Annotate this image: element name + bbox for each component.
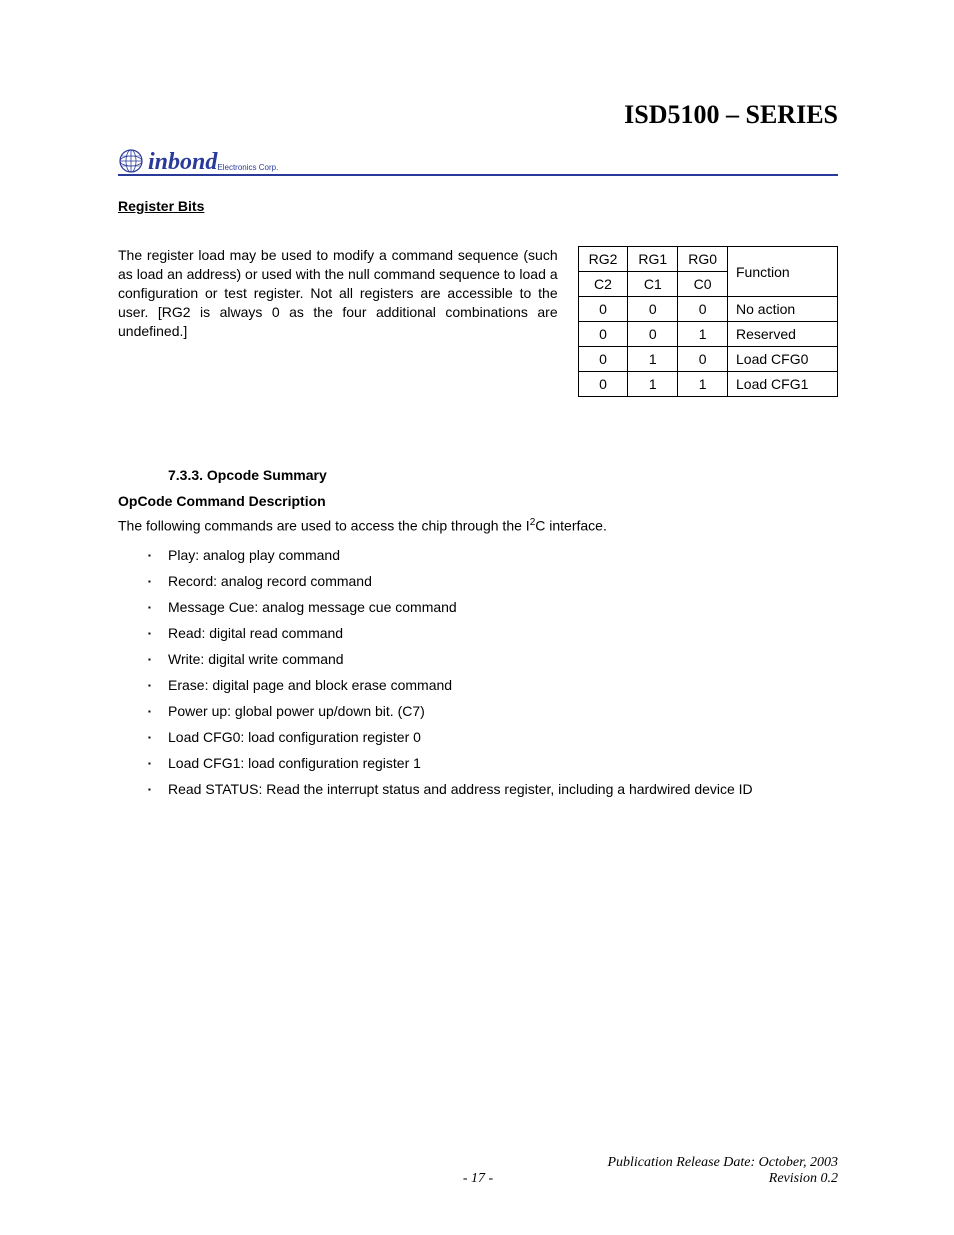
table-cell: No action [728, 297, 838, 322]
list-item: Read STATUS: Read the interrupt status a… [148, 782, 838, 796]
subsection-number: 7.3.3. Opcode Summary [168, 467, 838, 483]
table-cell: Load CFG0 [728, 347, 838, 372]
table-cell: 1 [628, 347, 678, 372]
table-cell: 0 [578, 322, 628, 347]
table-header-cell: C1 [628, 272, 678, 297]
list-item: Power up: global power up/down bit. (C7) [148, 704, 838, 718]
page-footer: Publication Release Date: October, 2003 … [118, 1155, 838, 1187]
table-header-cell: C2 [578, 272, 628, 297]
subsection-heading: OpCode Command Description [118, 493, 838, 509]
logo-text: inbond [148, 150, 217, 174]
logo-header: inbond Electronics Corp. [118, 148, 838, 176]
register-bits-content: The register load may be used to modify … [118, 246, 838, 397]
globe-icon [118, 148, 144, 174]
intro-text: The following commands are used to acces… [118, 517, 838, 534]
table-row: 0 0 1 Reserved [578, 322, 837, 347]
table-cell: 0 [578, 372, 628, 397]
table-header-row-1: RG2 RG1 RG0 Function [578, 247, 837, 272]
footer-publication-date: Publication Release Date: October, 2003 [118, 1155, 838, 1171]
table-header-cell: RG2 [578, 247, 628, 272]
list-item: Record: analog record command [148, 574, 838, 588]
table-cell: 0 [678, 297, 728, 322]
intro-pre: The following commands are used to acces… [118, 518, 530, 534]
table-cell: Load CFG1 [728, 372, 838, 397]
table-header-cell: RG1 [628, 247, 678, 272]
intro-post: C interface. [535, 518, 607, 534]
table-cell: 1 [678, 322, 728, 347]
document-title: ISD5100 – SERIES [118, 100, 838, 130]
table-cell: 0 [678, 347, 728, 372]
list-item: Load CFG1: load configuration register 1 [148, 756, 838, 770]
command-list: Play: analog play command Record: analog… [118, 548, 838, 796]
table-cell: 0 [628, 297, 678, 322]
register-table: RG2 RG1 RG0 Function C2 C1 C0 0 0 0 No a… [578, 246, 838, 397]
list-item: Write: digital write command [148, 652, 838, 666]
table-row: 0 0 0 No action [578, 297, 837, 322]
section-heading-register-bits: Register Bits [118, 198, 838, 214]
page-content: ISD5100 – SERIES inbond Electronics Corp… [118, 100, 838, 808]
table-cell: 0 [578, 347, 628, 372]
list-item: Read: digital read command [148, 626, 838, 640]
list-item: Load CFG0: load configuration register 0 [148, 730, 838, 744]
table-header-cell: C0 [678, 272, 728, 297]
list-item: Erase: digital page and block erase comm… [148, 678, 838, 692]
table-cell: 1 [628, 372, 678, 397]
list-item: Play: analog play command [148, 548, 838, 562]
footer-page-number: - 17 - [118, 1171, 838, 1187]
register-bits-paragraph: The register load may be used to modify … [118, 246, 558, 397]
table-cell: 1 [678, 372, 728, 397]
logo-subtitle: Electronics Corp. [217, 163, 278, 172]
table-header-cell: RG0 [678, 247, 728, 272]
table-header-cell: Function [728, 247, 838, 297]
table-row: 0 1 1 Load CFG1 [578, 372, 837, 397]
table-cell: 0 [578, 297, 628, 322]
list-item: Message Cue: analog message cue command [148, 600, 838, 614]
table-cell: 0 [628, 322, 678, 347]
table-cell: Reserved [728, 322, 838, 347]
table-row: 0 1 0 Load CFG0 [578, 347, 837, 372]
